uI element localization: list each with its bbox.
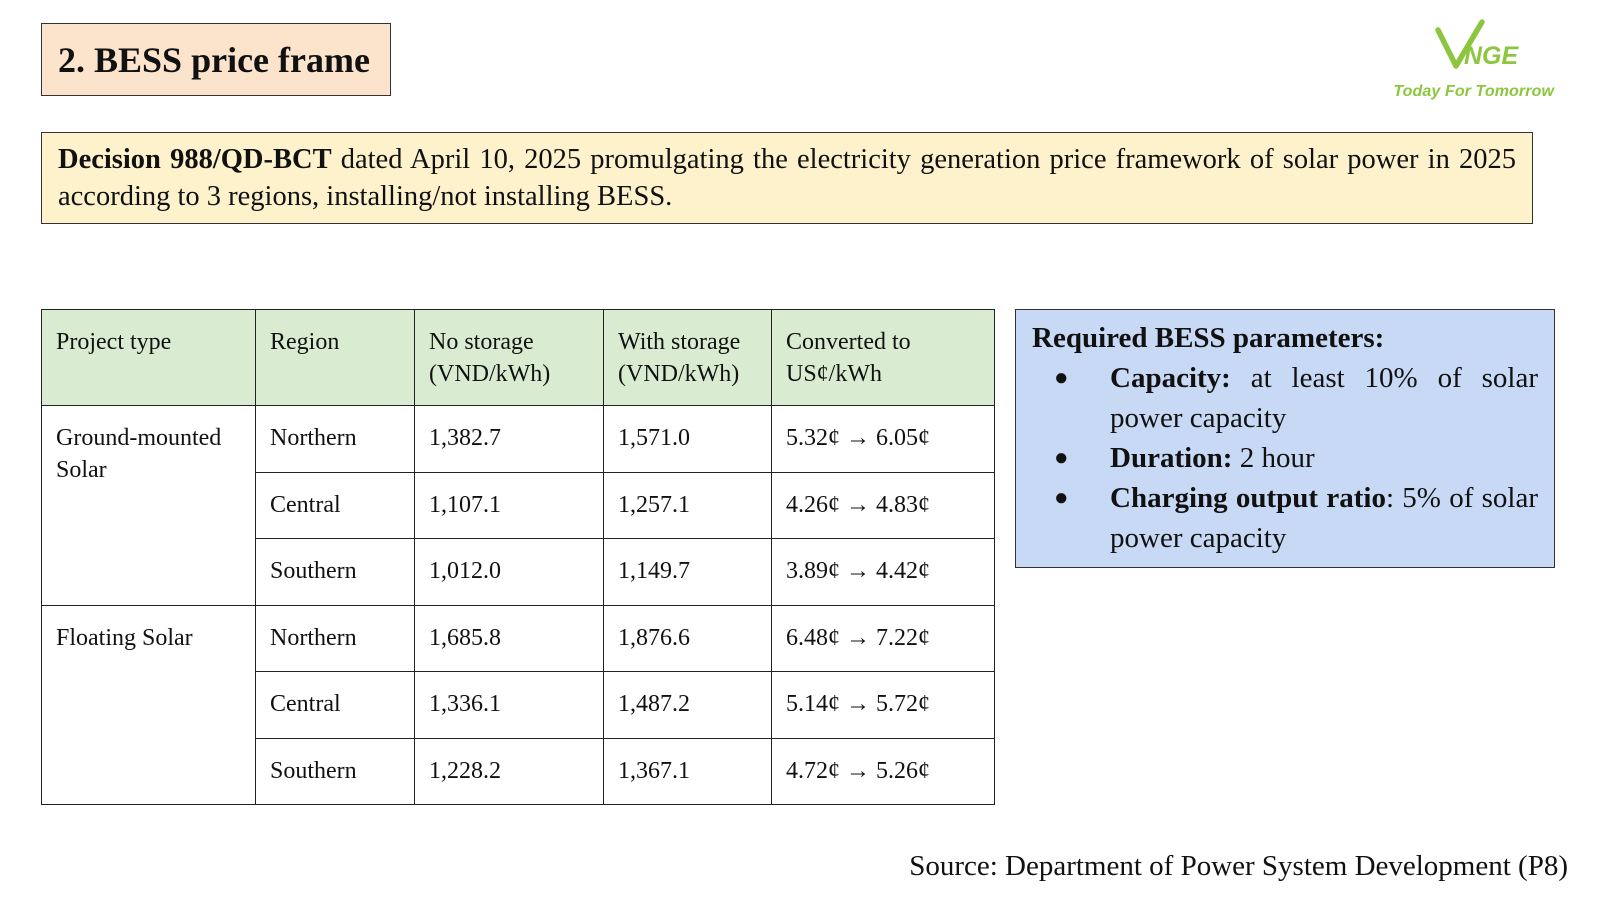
region-cell: Northern (255, 405, 415, 473)
header-region: Region (255, 309, 415, 406)
table-row: Ground-mounted Solar Northern 1,382.7 1,… (41, 405, 995, 606)
no-storage-cell: 1,012.0 (414, 538, 604, 606)
region-cell: Northern (255, 604, 415, 672)
project-type-cell: Floating Solar (41, 604, 256, 805)
bess-parameters-box: Required BESS parameters: ● Capacity: at … (1015, 309, 1555, 568)
table-row: Floating Solar Northern 1,685.8 1,876.6 … (41, 604, 995, 805)
header-no-storage: No storage (VND/kWh) (414, 309, 604, 406)
header-project-type: Project type (41, 309, 256, 406)
list-item: ● Capacity: at least 10% of solar power c… (1032, 358, 1538, 438)
with-storage-cell: 1,367.1 (603, 737, 772, 805)
list-item: ● Duration: 2 hour (1032, 438, 1538, 478)
region-cell: Central (255, 471, 415, 539)
param-label: Capacity: (1110, 362, 1231, 394)
price-frame-table: Project type Region No storage (VND/kWh)… (41, 309, 995, 805)
decision-box: Decision 988/QD-BCT dated April 10, 2025… (41, 132, 1533, 224)
logo-tagline: Today For Tomorrow (1393, 83, 1554, 100)
slide-title-text: 2. BESS price frame (58, 39, 370, 80)
converted-cell: 5.32¢ → 6.05¢ (771, 405, 995, 473)
no-storage-cell: 1,228.2 (414, 737, 604, 805)
converted-cell: 4.26¢ → 4.83¢ (771, 471, 995, 539)
no-storage-cell: 1,382.7 (414, 405, 604, 473)
param-label: Duration: (1110, 442, 1233, 474)
no-storage-cell: 1,107.1 (414, 471, 604, 539)
param-label: Charging output ratio (1110, 482, 1386, 514)
converted-cell: 3.89¢ → 4.42¢ (771, 538, 995, 606)
source-note: Source: Department of Power System Devel… (909, 850, 1568, 882)
with-storage-cell: 1,149.7 (603, 538, 772, 606)
table-row: Central 1,336.1 1,487.2 5.14¢ → 5.72¢ (42, 671, 995, 739)
bullet-icon: ● (1054, 445, 1069, 471)
region-cell: Southern (255, 538, 415, 606)
list-item: ● Charging output ratio: 5% of solar powe… (1032, 478, 1538, 558)
no-storage-cell: 1,685.8 (414, 604, 604, 672)
project-type-cell: Ground-mounted Solar (41, 405, 256, 606)
param-text: at least 10% of solar power capacity (1110, 362, 1538, 434)
converted-cell: 5.14¢ → 5.72¢ (771, 671, 995, 739)
with-storage-cell: 1,257.1 (603, 471, 772, 539)
slide-title: 2. BESS price frame (41, 23, 391, 96)
region-cell: Central (255, 671, 415, 739)
param-text: : 5% of solar power capacity (1110, 482, 1538, 554)
converted-cell: 6.48¢ → 7.22¢ (771, 604, 995, 672)
vnge-logo: NGE Today For Tomorrow (1374, 18, 1554, 108)
header-with-storage: With storage (VND/kWh) (603, 309, 772, 406)
svg-text:NGE: NGE (1464, 42, 1520, 70)
table-header-row: Project type Region No storage (VND/kWh)… (41, 309, 995, 406)
with-storage-cell: 1,876.6 (603, 604, 772, 672)
with-storage-cell: 1,571.0 (603, 405, 772, 473)
bullet-icon: ● (1054, 365, 1069, 391)
region-cell: Southern (255, 737, 415, 805)
decision-lead: Decision 988/QD-BCT (58, 144, 332, 175)
table-row: Southern 1,228.2 1,367.1 4.72¢ → 5.26¢ (42, 737, 995, 805)
decision-text: dated April 10, 2025 promulgating the el… (58, 144, 1516, 212)
table-row: Central 1,107.1 1,257.1 4.26¢ → 4.83¢ (42, 471, 995, 539)
header-converted: Converted to US¢/kWh (771, 309, 995, 406)
with-storage-cell: 1,487.2 (603, 671, 772, 739)
vnge-logo-mark: NGE (1435, 19, 1520, 70)
no-storage-cell: 1,336.1 (414, 671, 604, 739)
bullet-icon: ● (1054, 485, 1069, 511)
param-text: 2 hour (1232, 442, 1315, 474)
converted-cell: 4.72¢ → 5.26¢ (771, 737, 995, 805)
bess-parameters-list: ● Capacity: at least 10% of solar power c… (1032, 358, 1538, 558)
table-row: Southern 1,012.0 1,149.7 3.89¢ → 4.42¢ (42, 538, 995, 606)
bess-parameters-title: Required BESS parameters: (1032, 322, 1385, 354)
